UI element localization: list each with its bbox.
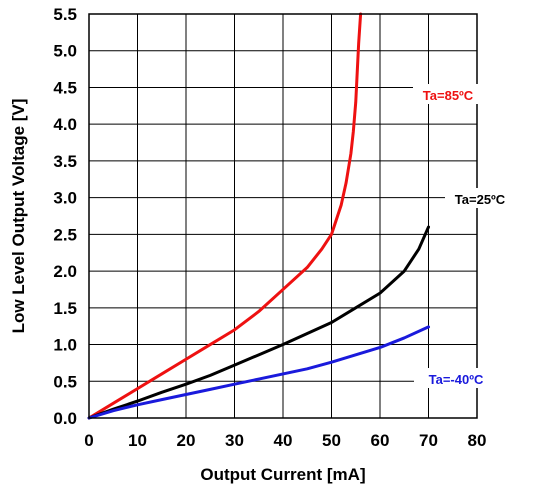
- series-label: Ta=25ºC: [455, 192, 506, 207]
- y-tick-label: 3.5: [53, 152, 77, 171]
- x-tick-label: 10: [128, 431, 147, 450]
- curves: [87, 12, 430, 420]
- series-line: [87, 325, 430, 420]
- x-tick-labels: 0 10 20 30 40 50 60 70 80: [84, 431, 486, 450]
- series-label-box: [414, 368, 498, 388]
- x-tick-label: 0: [84, 431, 93, 450]
- series-line: [87, 12, 363, 420]
- x-tick-label: 40: [274, 431, 293, 450]
- x-tick-label: 30: [225, 431, 244, 450]
- y-tick-label: 5.0: [53, 42, 77, 61]
- x-tick-label: 20: [177, 431, 196, 450]
- series-label: Ta=-40ºC: [429, 372, 484, 387]
- y-tick-label: 2.0: [53, 262, 77, 281]
- series-label-box: [445, 188, 515, 208]
- series-line: [87, 225, 430, 420]
- x-axis-label: Output Current [mA]: [200, 465, 365, 484]
- x-tick-label: 70: [419, 431, 438, 450]
- y-tick-label: 1.5: [53, 299, 77, 318]
- y-tick-labels: 0.0 0.5 1.0 1.5 2.0 2.5 3.0 3.5 4.0 4.5 5.0 5.5: [53, 5, 77, 428]
- x-tick-label: 50: [322, 431, 341, 450]
- x-tick-label: 80: [468, 431, 487, 450]
- y-tick-label: 1.0: [53, 336, 77, 355]
- plot-frame: [88, 13, 478, 419]
- grid: [88, 13, 478, 419]
- y-axis-label: Low Level Output Voltage [V]: [9, 99, 28, 334]
- series-label-box: [413, 84, 483, 104]
- y-tick-label: 4.5: [53, 78, 77, 97]
- y-tick-label: 0.5: [53, 372, 77, 391]
- series-labels: Ta=85ºC Ta=25ºC Ta=-40ºC: [413, 84, 515, 388]
- x-tick-label: 60: [371, 431, 390, 450]
- y-tick-label: 4.0: [53, 115, 77, 134]
- y-tick-label: 0.0: [53, 409, 77, 428]
- series-label: Ta=85ºC: [423, 88, 474, 103]
- y-tick-label: 2.5: [53, 225, 77, 244]
- y-tick-label: 5.5: [53, 5, 77, 24]
- y-tick-label: 3.0: [53, 189, 77, 208]
